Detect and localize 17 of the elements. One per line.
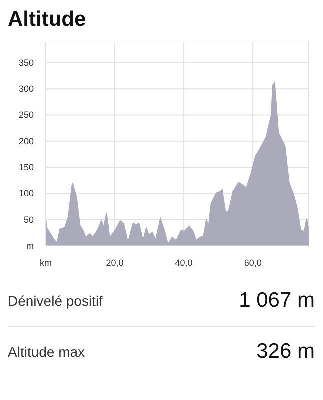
text: 326 m	[256, 340, 315, 364]
y-tick-label: 250	[18, 110, 34, 120]
y-tick-label: 300	[18, 84, 34, 94]
y-tick-label: 150	[18, 162, 34, 173]
text: Dénivelé positif	[8, 293, 103, 309]
text: 1 067 m	[239, 289, 315, 313]
x-tick-label: 20,0	[106, 258, 124, 268]
y-tick-label: 50	[24, 214, 34, 225]
chart-title: Altitude	[8, 8, 88, 32]
y-tick-label: m	[26, 241, 34, 251]
x-tick-label: 60,0	[244, 258, 262, 268]
x-tick-label: km	[40, 258, 52, 268]
y-tick-label: 350	[18, 58, 34, 68]
x-tick-label: 40,0	[175, 258, 193, 268]
y-tick-label: 100	[18, 188, 34, 199]
y-tick-label: 200	[18, 136, 34, 146]
text: Altitude max	[8, 344, 86, 360]
